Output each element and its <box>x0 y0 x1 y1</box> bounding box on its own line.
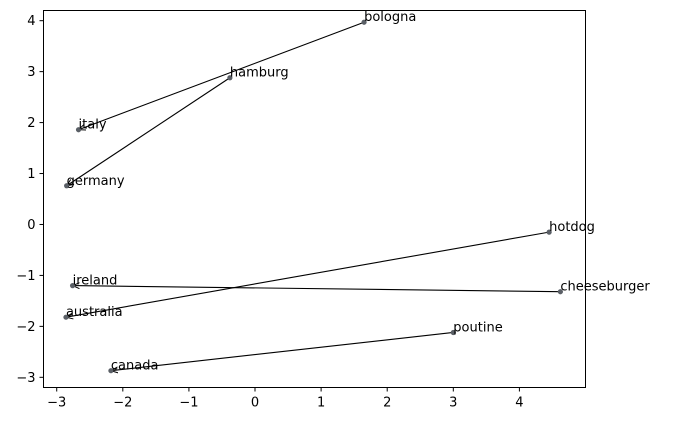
point-label-ireland: ireland <box>73 274 118 289</box>
point-labels-layer: bologna hamburg italy germany hotdog cheesebu… <box>66 10 650 373</box>
point-bologna <box>361 19 367 25</box>
x-tick-label: 0 <box>251 396 259 411</box>
x-tick-label: −3 <box>47 396 66 411</box>
point-label-australia: australia <box>66 305 123 320</box>
point-label-poutine: poutine <box>453 320 502 335</box>
point-label-germany: germany <box>67 174 125 189</box>
x-tick-label: 2 <box>383 396 391 411</box>
points-layer <box>63 19 563 374</box>
point-poutine <box>450 329 456 336</box>
x-tick-label: −2 <box>113 396 132 411</box>
arrow-hamburg-to-germany <box>67 77 231 186</box>
x-tick-label: −1 <box>179 396 198 411</box>
y-tick-label: −1 <box>16 269 35 284</box>
y-tick-label: 0 <box>27 218 35 233</box>
arrows-layer <box>66 21 561 370</box>
y-tick-label: 3 <box>27 65 35 80</box>
arrow-poutine-to-canada <box>111 331 454 370</box>
point-canada <box>108 368 114 374</box>
arrow-cheeseburger-to-ireland <box>73 286 561 293</box>
point-label-italy: italy <box>79 118 107 133</box>
point-hamburg <box>227 75 233 81</box>
x-tick-label: 1 <box>317 396 325 411</box>
point-label-cheeseburger: cheeseburger <box>560 280 650 295</box>
point-italy <box>75 127 82 133</box>
point-label-hotdog: hotdog <box>549 220 595 235</box>
point-hotdog <box>546 229 552 235</box>
x-tick-label: 3 <box>449 396 457 411</box>
point-label-hamburg: hamburg <box>230 66 289 81</box>
y-axis: −3 −2 −1 0 1 2 3 4 <box>16 14 44 386</box>
arrow-hotdog-to-australia <box>66 231 550 317</box>
y-tick-label: 2 <box>27 116 35 131</box>
y-tick-label: 1 <box>27 167 35 182</box>
point-australia <box>63 314 69 320</box>
x-tick-label: 4 <box>515 396 523 411</box>
point-label-canada: canada <box>111 359 159 374</box>
y-tick-label: −2 <box>16 320 35 335</box>
point-ireland <box>69 283 76 289</box>
point-label-bologna: bologna <box>364 10 416 25</box>
plot-area-frame <box>43 10 586 388</box>
point-germany <box>64 183 70 189</box>
point-cheeseburger <box>557 289 563 295</box>
y-tick-label: 4 <box>27 14 35 29</box>
x-axis: −3 −2 −1 0 1 2 3 4 <box>47 387 524 411</box>
y-tick-label: −3 <box>16 371 35 386</box>
arrow-bologna-to-italy <box>79 21 365 129</box>
